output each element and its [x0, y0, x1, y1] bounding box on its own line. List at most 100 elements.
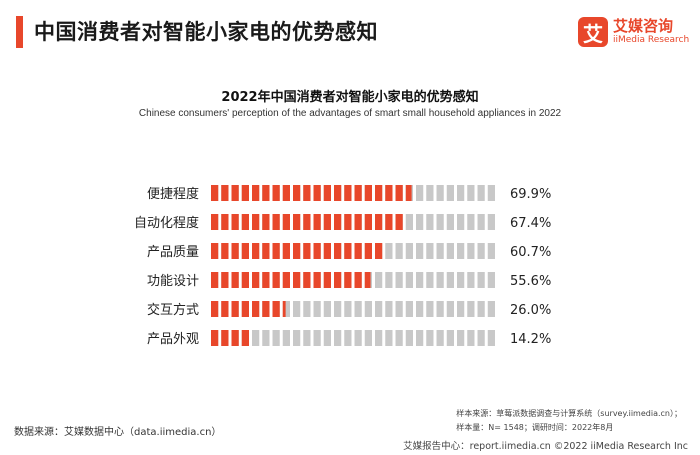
bar-track-segment — [457, 185, 465, 201]
bar-fill-segment — [211, 214, 219, 230]
brand-logo: 艾 艾媒咨询 iiMedia Research — [578, 17, 689, 47]
bar-track-segment — [416, 330, 424, 346]
bar-track-segment — [282, 301, 290, 317]
bar-track-segment — [467, 272, 475, 288]
bar-track-segment — [303, 301, 311, 317]
bar-track-segment — [262, 330, 270, 346]
bar-track-segment — [272, 330, 280, 346]
bar-fill-segment — [252, 185, 260, 201]
category-label: 交互方式 — [147, 302, 199, 318]
bar-fill-segment — [231, 214, 239, 230]
bar-track-segment — [467, 214, 475, 230]
bar-fill-segment — [252, 272, 260, 288]
bar-track-segment — [364, 330, 372, 346]
bar-fill-segment — [262, 214, 270, 230]
bar-fill-segment — [241, 214, 249, 230]
bar-fill-segment — [241, 272, 249, 288]
bar-fill-segment — [303, 272, 311, 288]
bar-track-segment — [416, 272, 424, 288]
bar-track-segment — [436, 330, 444, 346]
bar-track-segment — [416, 243, 424, 259]
bar-fill-segment — [231, 301, 239, 317]
bar-track-segment — [457, 243, 465, 259]
bar-track-segment — [487, 301, 495, 317]
category-label: 产品质量 — [147, 245, 199, 260]
bar-fill-segment — [293, 185, 301, 201]
logo-text: 艾媒咨询 iiMedia Research — [613, 18, 689, 46]
bar-fill-segment — [272, 272, 280, 288]
bar-fill-segment — [375, 243, 383, 259]
bar-fill-segment — [221, 214, 229, 230]
bar-track-segment — [426, 272, 434, 288]
bar-track-segment — [446, 301, 454, 317]
bar-fill-segment — [231, 243, 239, 259]
bar-track-segment — [467, 330, 475, 346]
bar-fill-segment — [323, 243, 331, 259]
bar-track-segment — [487, 185, 495, 201]
bar-fill-segment — [241, 330, 249, 346]
bar-fill-segment — [303, 214, 311, 230]
sample-info: 样本来源：草莓派数据调查与计算系统（survey.iimedia.cn）； 样本… — [456, 407, 682, 435]
bar-fill-segment — [231, 330, 239, 346]
bar-track-segment — [446, 243, 454, 259]
bar-fill-segment — [364, 214, 372, 230]
bar-fill-segment — [221, 185, 229, 201]
bar-fill-segment — [211, 243, 219, 259]
bar-fill-segment — [303, 243, 311, 259]
bar-track-segment — [375, 330, 383, 346]
bar-fill-segment — [323, 214, 331, 230]
sample-source: 样本来源：草莓派数据调查与计算系统（survey.iimedia.cn）； — [456, 409, 682, 418]
value-label: 26.0% — [510, 303, 551, 318]
bar-fill-segment — [252, 243, 260, 259]
bar-track-segment — [344, 301, 352, 317]
bar-track-segment — [354, 330, 362, 346]
bar-track-segment — [426, 243, 434, 259]
category-label: 便捷程度 — [147, 186, 199, 202]
bar-fill-segment — [354, 185, 362, 201]
bar-fill-segment — [293, 272, 301, 288]
bar-row: 自动化程度 67.4% — [134, 214, 551, 231]
bar-track-segment — [426, 330, 434, 346]
value-label: 14.2% — [510, 332, 551, 347]
bar-track-segment — [467, 185, 475, 201]
value-label: 67.4% — [510, 216, 551, 231]
bar-fill-segment — [272, 214, 280, 230]
bar-track-segment — [436, 243, 444, 259]
bar-fill-segment — [262, 301, 270, 317]
value-label: 69.9% — [510, 187, 551, 202]
bar-track-segment — [477, 330, 485, 346]
bar-fill-segment — [221, 330, 229, 346]
bar-track-segment — [467, 243, 475, 259]
bar-fill-segment — [211, 330, 219, 346]
bar-row: 交互方式 26.0% — [147, 301, 551, 318]
bar-track-segment — [323, 301, 331, 317]
bar-track-segment — [477, 272, 485, 288]
bar-fill-segment — [293, 214, 301, 230]
bar-track-segment — [364, 301, 372, 317]
bar-track-segment — [416, 214, 424, 230]
bar-track-segment — [334, 301, 342, 317]
page-title: 中国消费者对智能小家电的优势感知 — [34, 20, 378, 44]
bar-track-segment — [252, 330, 260, 346]
bar-fill-segment — [395, 214, 403, 230]
bar-track-segment — [334, 330, 342, 346]
chart-subtitle: Chinese consumers' perception of the adv… — [138, 108, 562, 119]
bar-chart: 便捷程度 69.9% 自动化程度 67.4% 产品质量 60.7% 功能设计 55.6% 交互方… — [134, 185, 551, 347]
bar-row: 便捷程度 69.9% — [147, 185, 551, 202]
bar-track-segment — [487, 272, 495, 288]
bar-track-segment — [385, 272, 393, 288]
bar-fill-segment — [221, 272, 229, 288]
bar-track-segment — [477, 185, 485, 201]
bar-track-segment — [323, 330, 331, 346]
logo-mark: 艾 — [578, 17, 608, 47]
bar-track-segment — [477, 301, 485, 317]
bar-track-segment — [375, 272, 383, 288]
bar-fill-segment — [293, 243, 301, 259]
bar-track-segment — [426, 214, 434, 230]
bar-fill-segment — [385, 185, 393, 201]
bar-fill-segment — [272, 243, 280, 259]
bar-fill-segment — [354, 272, 362, 288]
bar-track-segment — [487, 214, 495, 230]
bar-track-segment — [405, 243, 413, 259]
category-label: 自动化程度 — [134, 215, 199, 231]
